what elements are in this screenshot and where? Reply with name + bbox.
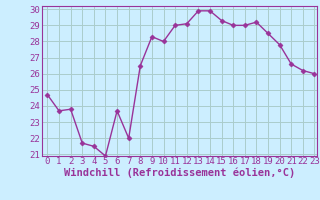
X-axis label: Windchill (Refroidissement éolien,°C): Windchill (Refroidissement éolien,°C) bbox=[64, 168, 295, 178]
